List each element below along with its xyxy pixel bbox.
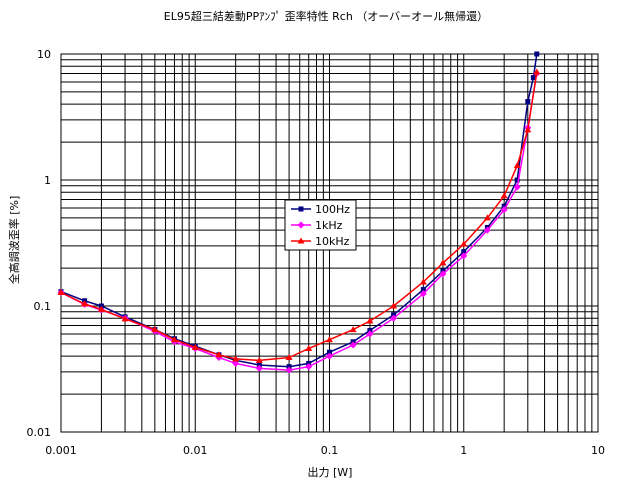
- series-10kHz: [57, 68, 541, 363]
- data-point-diamond: [305, 363, 313, 371]
- data-point-square: [525, 98, 531, 104]
- data-point-triangle: [390, 302, 398, 309]
- data-point-triangle: [305, 344, 313, 351]
- data-point-triangle: [483, 214, 491, 221]
- data-point-diamond: [500, 206, 508, 214]
- data-point-square: [534, 51, 540, 57]
- legend-label: 100Hz: [315, 203, 350, 216]
- data-point-triangle: [81, 300, 89, 307]
- data-point-diamond: [326, 352, 333, 360]
- data-point-diamond: [390, 314, 398, 322]
- data-point-diamond: [419, 290, 427, 298]
- legend-label: 10kHz: [315, 235, 350, 248]
- x-axis-label: 出力 [W]: [308, 465, 353, 479]
- y-tick-label: 0.01: [27, 426, 52, 439]
- data-point-triangle: [97, 305, 105, 312]
- data-point-diamond: [255, 364, 263, 372]
- plot-frame: [60, 53, 599, 433]
- data-point-triangle: [232, 355, 240, 362]
- grid: [60, 54, 598, 433]
- legend-entry: 10kHz: [291, 235, 350, 248]
- data-point-triangle: [170, 336, 178, 343]
- data-point-diamond: [285, 366, 293, 374]
- data-point-triangle: [349, 326, 357, 333]
- data-point-triangle: [366, 317, 374, 324]
- data-point-diamond: [483, 226, 491, 234]
- x-tick-label: 0.01: [183, 444, 208, 457]
- data-point-triangle: [285, 354, 293, 361]
- tick-labels: 0.001 0.01 0.1 1 10 0.01 0.1 1 10: [27, 48, 606, 457]
- data-point-triangle: [215, 351, 223, 358]
- data-point-triangle: [524, 126, 532, 133]
- data-point-triangle: [297, 237, 305, 244]
- data-point-triangle: [439, 259, 447, 266]
- data-point-triangle: [419, 278, 427, 285]
- data-point-triangle: [533, 68, 541, 75]
- data-point-triangle: [460, 240, 468, 247]
- data-point-diamond: [513, 183, 521, 191]
- data-point-diamond: [460, 252, 468, 260]
- data-point-square: [420, 287, 426, 293]
- data-point-diamond: [297, 221, 305, 229]
- legend-entry: 1kHz: [291, 219, 343, 232]
- legend-label: 1kHz: [315, 219, 343, 232]
- data-point-square: [327, 349, 332, 355]
- y-tick-label: 1: [44, 174, 51, 187]
- data-point-diamond: [232, 359, 240, 367]
- data-point-diamond: [439, 270, 447, 278]
- x-tick-label: 1: [460, 444, 467, 457]
- data-point-triangle: [151, 326, 159, 333]
- y-tick-label: 0.1: [34, 300, 52, 313]
- data-point-triangle: [326, 336, 333, 343]
- data-point-triangle: [513, 162, 521, 169]
- data-point-triangle: [500, 192, 508, 199]
- legend: 100Hz 1kHz 10kHz: [284, 199, 357, 251]
- y-axis-label: 全高調波歪率 [%]: [7, 196, 21, 285]
- data-point-square: [298, 206, 304, 212]
- chart-title: EL95超三結差動PPｱﾝﾌﾟ 歪率特性 Rch （オーバーオール無帰還）: [164, 9, 488, 23]
- data-point-square: [530, 75, 536, 81]
- data-point-triangle: [121, 315, 129, 322]
- data-point-square: [461, 249, 467, 255]
- x-tick-label: 0.001: [45, 444, 77, 457]
- data-point-diamond: [349, 341, 357, 349]
- x-tick-label: 0.1: [321, 444, 339, 457]
- series-line: [60, 71, 538, 362]
- series-layer: [57, 51, 541, 374]
- data-point-triangle: [57, 288, 65, 295]
- y-tick-label: 10: [37, 48, 51, 61]
- data-point-diamond: [366, 330, 374, 338]
- series-line: [60, 73, 538, 371]
- x-tick-label: 10: [591, 444, 605, 457]
- data-point-triangle: [255, 356, 263, 363]
- legend-entry: 100Hz: [291, 203, 350, 216]
- data-point-triangle: [191, 343, 199, 350]
- data-point-square: [367, 327, 373, 333]
- data-point-square: [514, 177, 520, 183]
- data-point-square: [501, 203, 507, 209]
